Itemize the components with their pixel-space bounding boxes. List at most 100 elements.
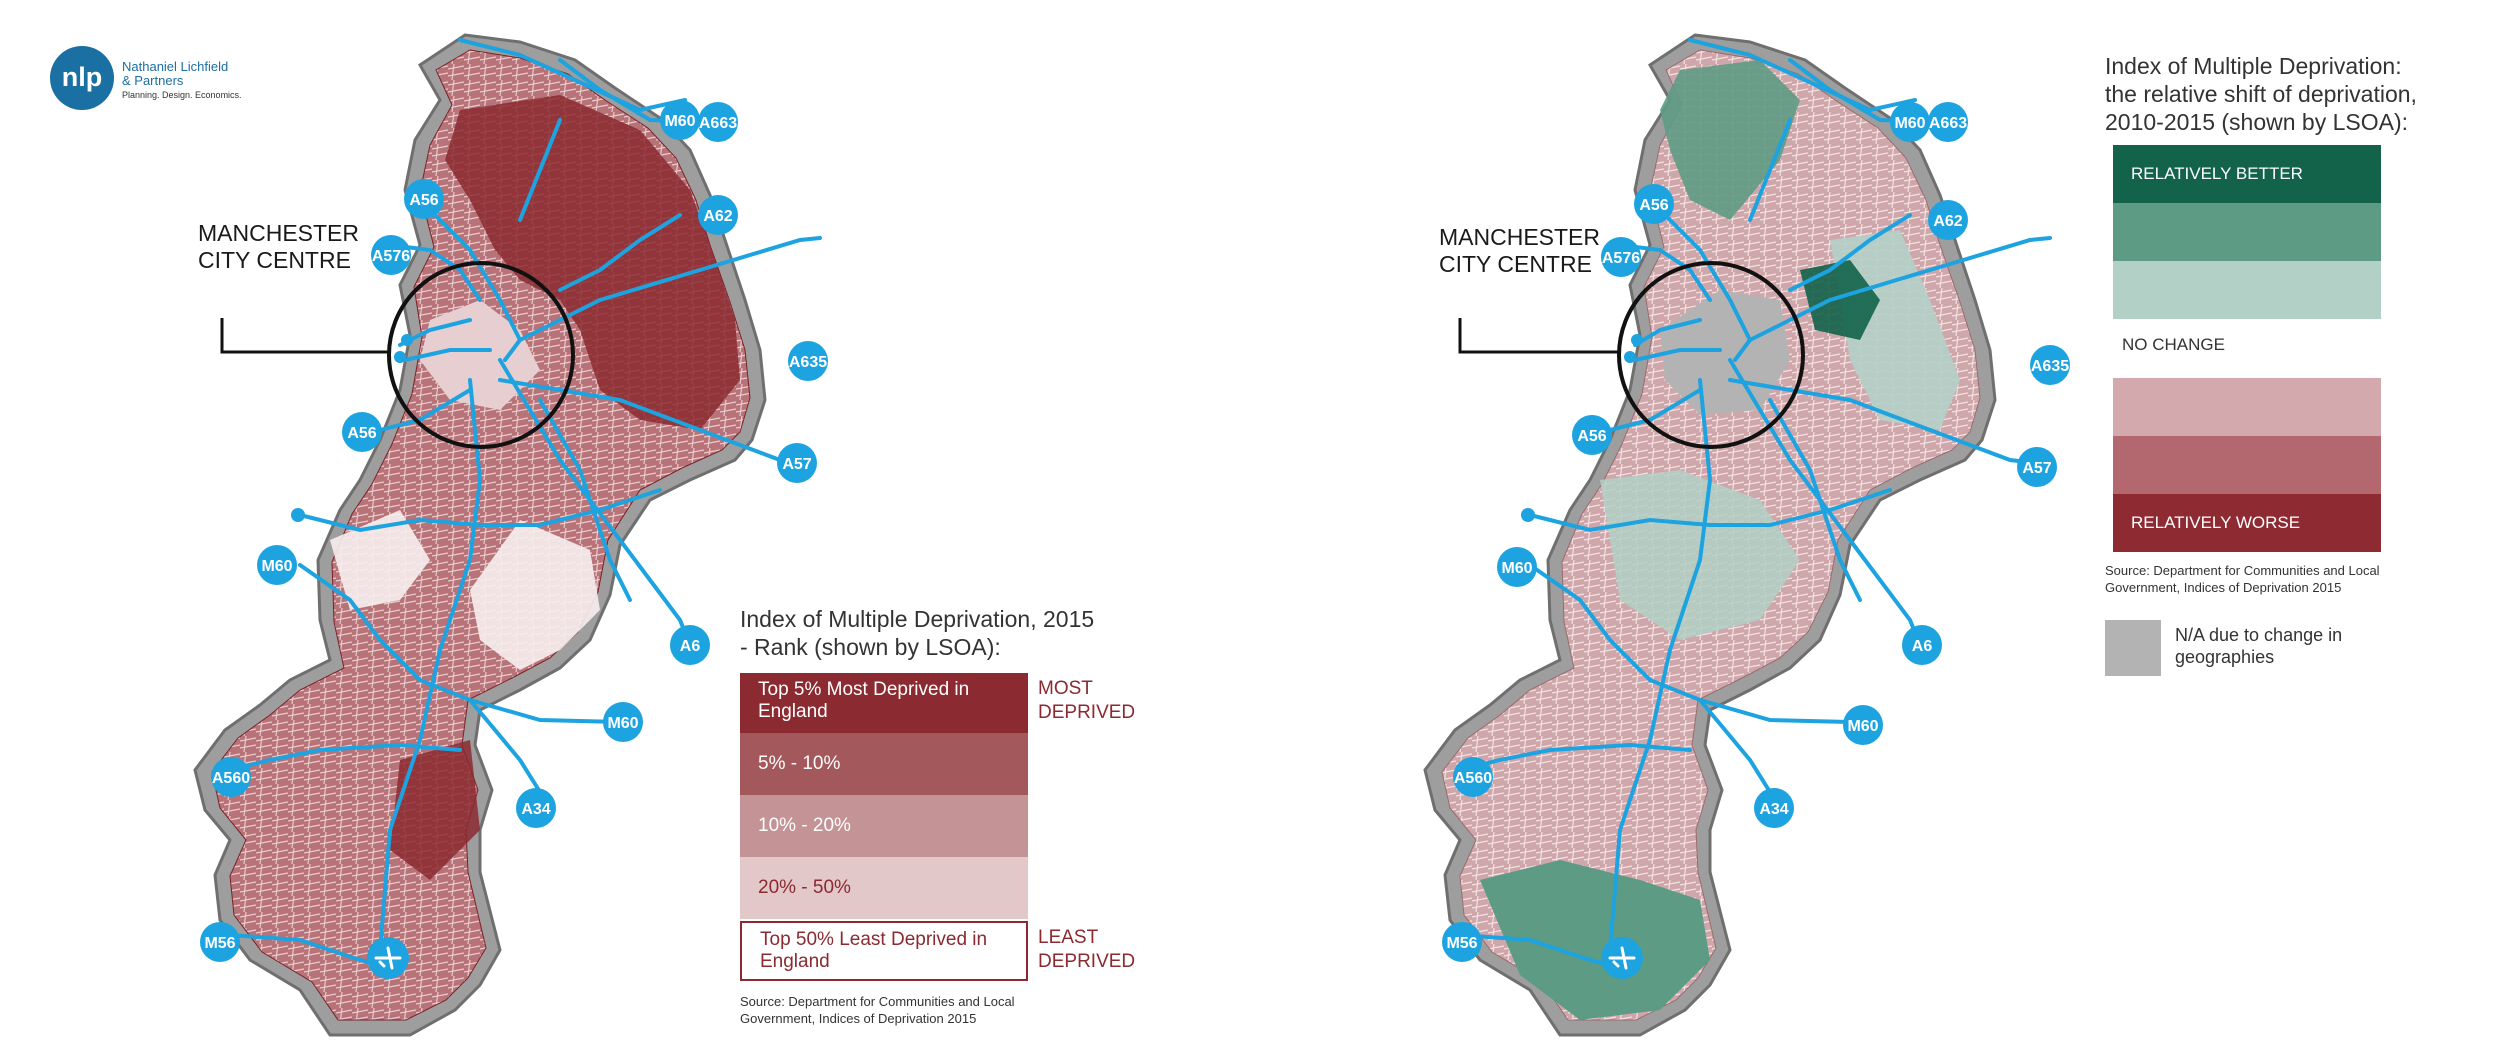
svg-text:A635: A635	[2031, 358, 2069, 375]
left-legend-title-line1: Index of Multiple Deprivation, 2015	[740, 606, 1095, 632]
city-label-line1: MANCHESTER	[198, 220, 360, 246]
left-legend-title-line2: - Rank (shown by LSOA):	[740, 634, 1001, 660]
road-shield: A34	[1754, 788, 1794, 828]
road-shield: M60	[1497, 547, 1537, 587]
left-airport-icon	[367, 937, 409, 979]
svg-text:A663: A663	[1929, 115, 1967, 132]
svg-text:A34: A34	[521, 801, 550, 818]
left-source-line2: Government, Indices of Deprivation 2015	[740, 1011, 977, 1026]
svg-text:A576: A576	[1602, 250, 1640, 267]
road-shield: A560	[1453, 757, 1493, 797]
right-legend-title-line3: 2010-2015 (shown by LSOA):	[2105, 109, 2409, 135]
left-map	[193, 33, 822, 1037]
left-road-shields: M60 A663 A56 A62 A576 A635 A56 A57 M60 A…	[200, 100, 828, 962]
road-shield: A663	[698, 102, 738, 142]
nlp-logo: nlp	[50, 46, 114, 110]
road-shield: A56	[1572, 415, 1612, 455]
right-source-note: Source: Department for Communities and L…	[2105, 562, 2380, 596]
left-source-line1: Source: Department for Communities and L…	[740, 994, 1015, 1009]
road-shield: A62	[698, 195, 738, 235]
most-deprived-line1: MOST	[1038, 678, 1093, 699]
svg-text:A57: A57	[782, 456, 811, 473]
right-map	[1423, 33, 2052, 1037]
road-shield: A57	[2017, 447, 2057, 487]
road-shield: A57	[777, 443, 817, 483]
legend-na-swatch	[2105, 620, 2161, 676]
right-city-centre-ring	[1617, 261, 1805, 449]
road-shield: M60	[257, 545, 297, 585]
road-shield: A560	[211, 757, 251, 797]
svg-text:A56: A56	[1577, 428, 1606, 445]
na-line2: geographies	[2175, 647, 2275, 667]
road-shield: A576	[371, 235, 411, 275]
svg-text:A57: A57	[2022, 460, 2051, 477]
left-white-west	[330, 510, 430, 610]
legend-better-mid	[2113, 203, 2381, 261]
legend-relatively-better: RELATIVELY BETTER	[2113, 145, 2381, 203]
road-shield: M60	[660, 100, 700, 140]
logo-tagline: Planning. Design. Economics.	[122, 90, 242, 100]
left-white-south	[470, 520, 600, 670]
svg-text:M56: M56	[1446, 935, 1477, 952]
city-label-line2: CITY CENTRE	[1439, 251, 1592, 277]
legend-class-top5: Top 5% Most Deprived in England	[740, 673, 1028, 733]
left-city-centre-leader	[220, 318, 389, 354]
svg-text:M56: M56	[204, 935, 235, 952]
svg-text:M60: M60	[664, 113, 695, 130]
na-line1: N/A due to change in	[2175, 625, 2343, 645]
svg-text:M60: M60	[1894, 115, 1925, 132]
legend-no-change: NO CHANGE	[2122, 335, 2225, 354]
svg-text:A576: A576	[372, 248, 410, 265]
svg-text:A62: A62	[1933, 213, 1962, 230]
right-airport-icon	[1601, 937, 1643, 979]
legend-class-5-10: 5% - 10%	[740, 733, 1028, 795]
road-shield: M56	[1442, 922, 1482, 962]
legend-better-light	[2113, 261, 2381, 319]
legend-worse-mid	[2113, 436, 2381, 494]
least-deprived-line2: DEPRIVED	[1038, 951, 1136, 972]
svg-text:A56: A56	[409, 192, 438, 209]
left-city-centre-ring	[387, 261, 575, 449]
logo-text: Nathaniel Lichfield & Partners Planning.…	[122, 60, 242, 102]
right-legend-title: Index of Multiple Deprivation: the relat…	[2105, 52, 2417, 136]
road-shield: A6	[1902, 625, 1942, 665]
left-legend-title: Index of Multiple Deprivation, 2015 - Ra…	[740, 605, 1094, 661]
legend-na-label: N/A due to change in geographies	[2175, 624, 2342, 668]
svg-text:A560: A560	[1454, 770, 1492, 787]
least-deprived-line1: LEAST	[1038, 927, 1099, 948]
svg-text:M60: M60	[1847, 718, 1878, 735]
right-city-centre-label: MANCHESTER CITY CENTRE	[1439, 224, 1600, 278]
most-deprived-label: MOST DEPRIVED	[1038, 677, 1135, 725]
right-legend-title-line1: Index of Multiple Deprivation:	[2105, 53, 2402, 79]
right-darkgreen-patch	[1800, 260, 1880, 340]
legend-class-least50: Top 50% Least Deprived in England	[740, 921, 1028, 981]
right-legend-title-line2: the relative shift of deprivation,	[2105, 81, 2417, 107]
most-deprived-line2: DEPRIVED	[1038, 702, 1136, 723]
right-green-north	[1660, 60, 1800, 220]
logo-name-line2: & Partners	[122, 73, 184, 88]
right-source-line1: Source: Department for Communities and L…	[2105, 563, 2380, 578]
right-green-south	[1480, 860, 1710, 1020]
svg-text:A56: A56	[347, 425, 376, 442]
svg-text:A6: A6	[680, 638, 701, 655]
road-shield: M56	[200, 922, 240, 962]
svg-text:A56: A56	[1639, 197, 1668, 214]
svg-text:M60: M60	[261, 558, 292, 575]
road-shield: A663	[1928, 102, 1968, 142]
left-dark-south	[390, 740, 480, 880]
road-shield: A635	[2030, 345, 2070, 385]
right-road-shields: M60 A663 A56 A62 A576 A635 A56 A57 M60 A…	[1442, 102, 2070, 962]
logo-name-line1: Nathaniel Lichfield	[122, 59, 229, 74]
right-source-line2: Government, Indices of Deprivation 2015	[2105, 580, 2342, 595]
least-deprived-label: LEAST DEPRIVED	[1038, 926, 1135, 974]
city-label-line2: CITY CENTRE	[198, 247, 351, 273]
svg-text:A560: A560	[212, 770, 250, 787]
svg-text:A62: A62	[703, 208, 732, 225]
legend-relatively-worse: RELATIVELY WORSE	[2113, 494, 2381, 552]
road-shield: A6	[670, 625, 710, 665]
city-label-line1: MANCHESTER	[1439, 224, 1601, 250]
road-shield: M60	[603, 702, 643, 742]
road-shield: M60	[1843, 705, 1883, 745]
road-shield: A56	[1634, 184, 1674, 224]
left-city-centre-label: MANCHESTER CITY CENTRE	[198, 220, 359, 274]
